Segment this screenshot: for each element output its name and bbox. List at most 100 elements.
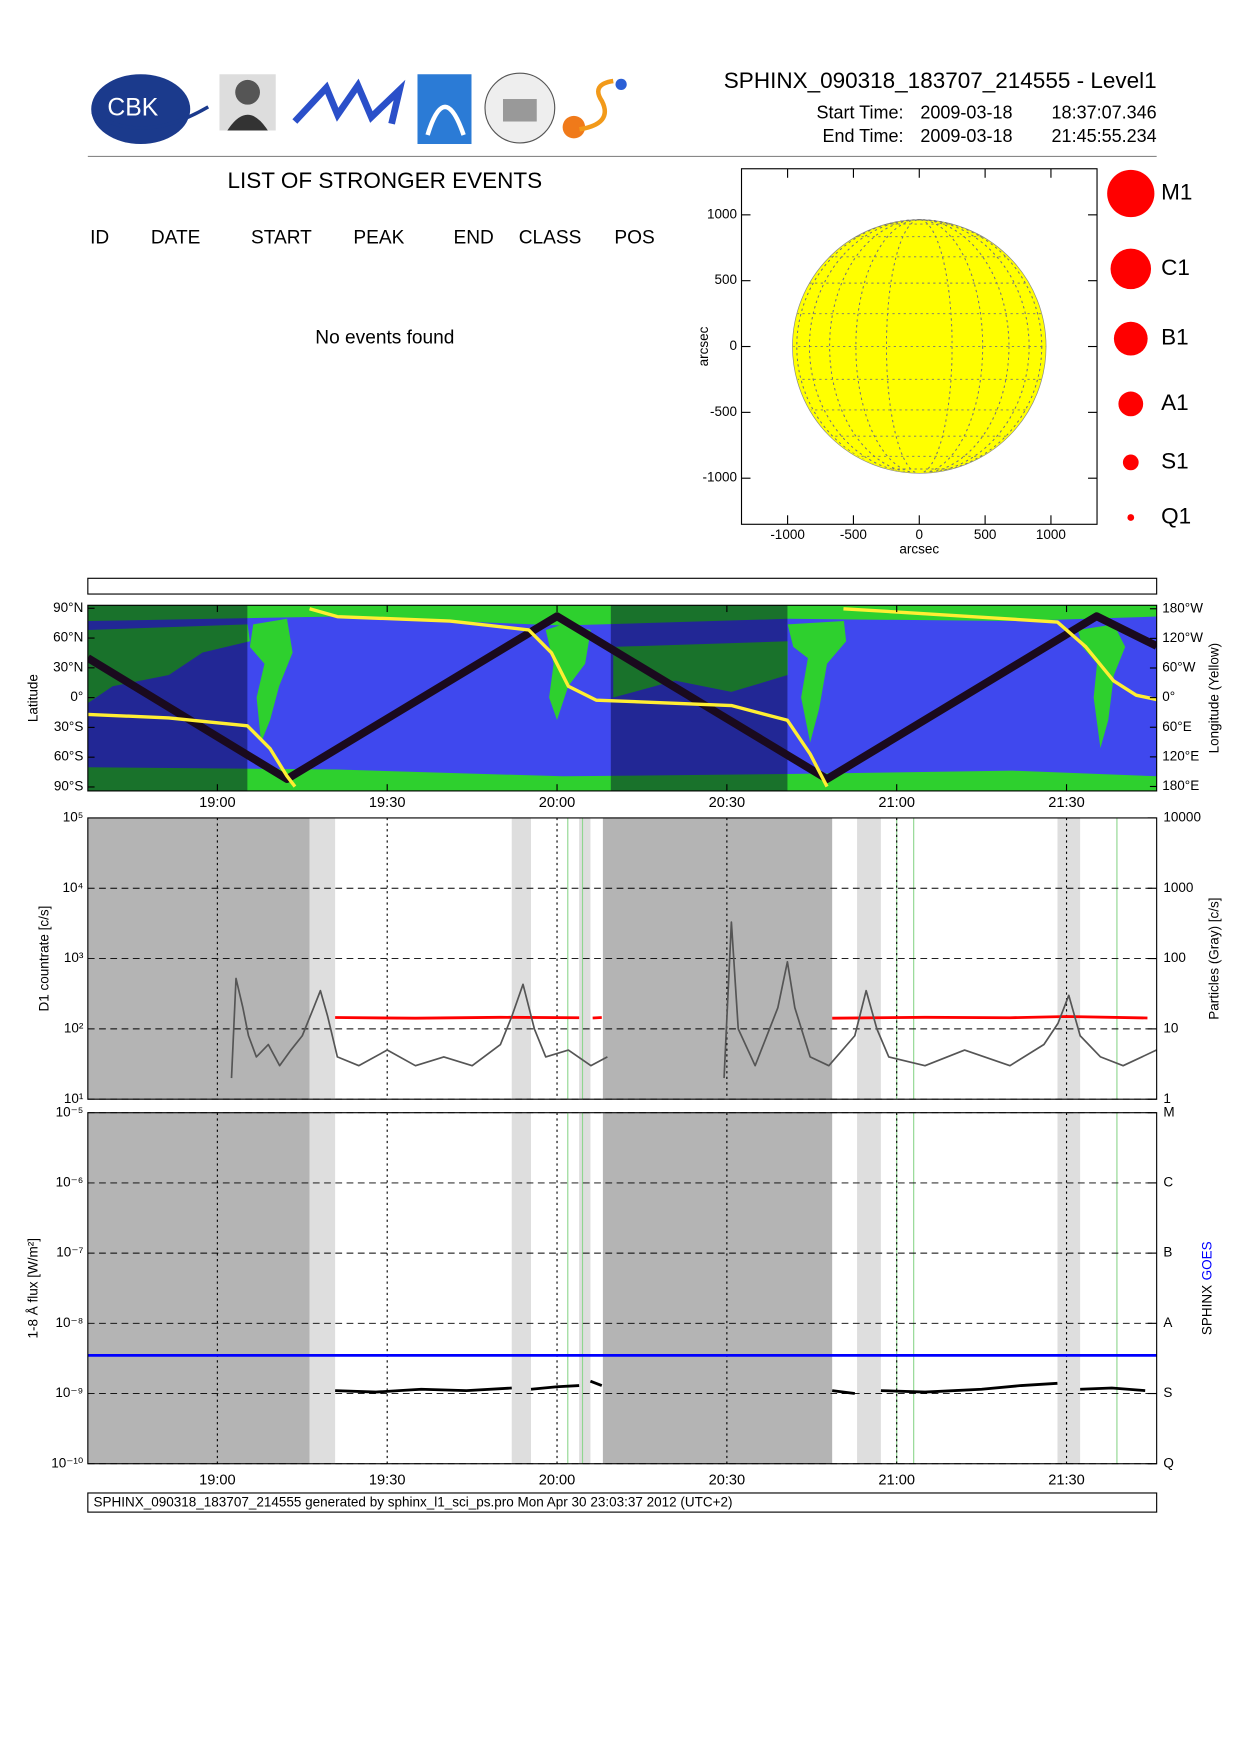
footer-box	[87, 1492, 1158, 1513]
map-marks	[87, 605, 1157, 791]
y-tick-label: 10⁻⁹	[55, 1385, 83, 1400]
y2-tick-label: 60°W	[1162, 660, 1195, 675]
legend-marker	[1118, 391, 1144, 417]
y-tick-label: -500	[710, 404, 737, 419]
legend-marker	[1107, 169, 1155, 218]
plot-frame	[87, 1112, 1158, 1465]
meridian	[796, 219, 1043, 473]
shade	[511, 1112, 531, 1464]
x-tick-label: -500	[840, 527, 867, 542]
legend-label: A1	[1161, 390, 1189, 415]
column-header: POS	[614, 228, 654, 249]
end-date: 2009-03-18	[920, 126, 1012, 146]
column-header: START	[251, 228, 312, 249]
column-header: PEAK	[353, 228, 404, 249]
logo-sun	[562, 115, 586, 139]
y-tick-label: 1000	[707, 206, 737, 221]
shade	[602, 1112, 833, 1464]
x-tick-label: 20:00	[539, 1472, 576, 1488]
x-tick-label: 21:30	[1048, 795, 1085, 811]
legend-label: B1	[1161, 325, 1189, 350]
y-tick-label: 0°	[70, 689, 83, 704]
y2-axis-title: Longitude (Yellow)	[1207, 643, 1222, 754]
y-tick-label: 0	[729, 338, 737, 353]
shade	[87, 605, 248, 791]
y2-tick-label: 120°E	[1162, 748, 1199, 763]
y2-tick-label: 180°E	[1162, 778, 1199, 793]
legend-marker	[1127, 514, 1135, 521]
y-tick-label: 10²	[64, 1020, 84, 1035]
start-label: Start Time:	[816, 102, 903, 122]
x-tick-label: 20:30	[709, 795, 746, 811]
x-tick-label: 500	[974, 527, 997, 542]
shade	[1057, 1112, 1081, 1464]
class-tick-label: M	[1163, 1104, 1174, 1119]
legend-marker	[1113, 321, 1148, 356]
x-tick-label: 19:00	[199, 795, 236, 811]
y2-axis-title: Particles (Gray) [c/s]	[1207, 897, 1222, 1019]
class-tick-label: C	[1163, 1174, 1173, 1189]
x-tick-label: 21:30	[1048, 1472, 1085, 1488]
empty-box	[87, 577, 1158, 595]
events-message: No events found	[315, 328, 454, 349]
y-tick-label: 10⁻⁵	[56, 1104, 84, 1119]
y-tick-label: 10⁵	[63, 809, 84, 824]
y-tick-label: 10⁻⁶	[56, 1174, 84, 1189]
y2-tick-label: 120°W	[1162, 630, 1203, 645]
class-tick-label: A	[1163, 1315, 1172, 1330]
legend-label: M1	[1161, 179, 1192, 204]
start-time: 18:37:07.346	[1052, 102, 1157, 122]
y2-tick-label: 60°E	[1162, 719, 1191, 734]
legend-entry: GOES	[1199, 1241, 1214, 1280]
series-line	[335, 1015, 1148, 1020]
series-line	[87, 607, 1157, 788]
y-tick-label: 90°S	[54, 779, 83, 794]
logo-text: CBK	[107, 95, 158, 122]
logos: CBK	[91, 72, 627, 145]
y2-tick-label: 100	[1163, 950, 1186, 965]
y2-tick-label: 10	[1163, 1020, 1178, 1035]
footer-text: SPHINX_090318_183707_214555 generated by…	[93, 1495, 732, 1510]
column-header: END	[453, 228, 493, 249]
y2-tick-label: 10000	[1163, 809, 1201, 824]
y-tick-label: 10⁻¹⁰	[51, 1455, 83, 1470]
column-header: DATE	[151, 228, 201, 249]
shade	[87, 817, 310, 1100]
class-tick-label: B	[1163, 1245, 1172, 1260]
y-axis-title: Latitude	[25, 674, 40, 722]
x-tick-label: 20:30	[709, 1472, 746, 1488]
x-tick-label: -1000	[770, 527, 805, 542]
x-axis-title: arcsec	[899, 542, 939, 557]
legend-marker	[1110, 248, 1152, 290]
y-axis-title: D1 countrate [c/s]	[37, 906, 52, 1012]
y-tick-label: 10³	[64, 950, 84, 965]
series-line	[230, 921, 1157, 1079]
y-tick-label: 60°S	[54, 749, 83, 764]
column-header: CLASS	[519, 228, 582, 249]
sun-grid	[793, 219, 1047, 473]
y-axis-title: arcsec	[696, 326, 711, 366]
meridian	[855, 219, 984, 473]
x-tick-label: 0	[916, 527, 924, 542]
y-tick-label: -1000	[702, 470, 737, 485]
y-tick-label: 90°N	[53, 600, 83, 615]
end-time: 21:45:55.234	[1052, 126, 1157, 146]
shade	[857, 1112, 881, 1464]
events-title: LIST OF STRONGER EVENTS	[228, 168, 543, 193]
end-label: End Time:	[822, 126, 903, 146]
x-tick-label: 19:30	[369, 1472, 406, 1488]
y-tick-label: 500	[714, 272, 737, 287]
y2-tick-label: 180°W	[1162, 600, 1203, 615]
x-tick-label: 19:30	[369, 795, 406, 811]
y-tick-label: 30°N	[53, 659, 83, 674]
class-tick-label: Q	[1163, 1455, 1174, 1470]
map-background	[87, 605, 1157, 791]
column-header: ID	[90, 228, 109, 249]
legend-marker	[1122, 454, 1139, 471]
x-tick-label: 1000	[1036, 527, 1066, 542]
class-tick-label: S	[1163, 1385, 1172, 1400]
y-tick-label: 10¹	[64, 1091, 84, 1106]
legend-label: Q1	[1161, 503, 1191, 528]
shade	[87, 1112, 310, 1464]
